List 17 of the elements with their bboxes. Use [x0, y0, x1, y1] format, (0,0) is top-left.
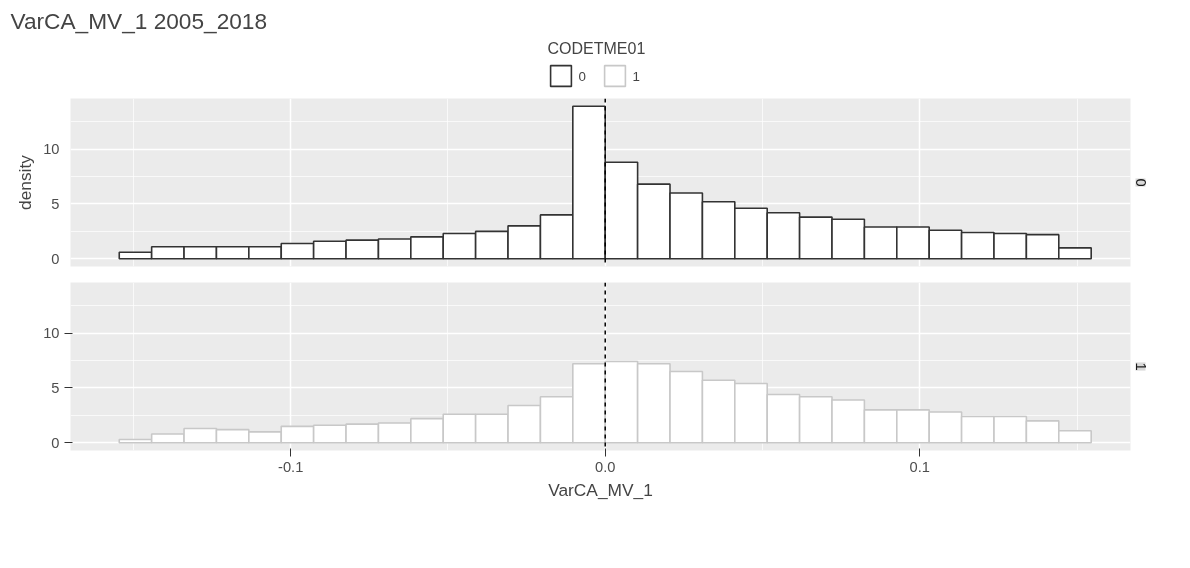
y-tick-label: 10: [43, 325, 60, 342]
y-tick-label: 5: [51, 195, 60, 212]
y-tick-label: 0: [51, 434, 60, 451]
x-tick-label: -0.1: [278, 458, 304, 475]
chart-title: VarCA_MV_1 2005_2018: [10, 7, 268, 34]
x-axis-title: VarCA_MV_1: [548, 479, 653, 500]
text: 0: [1132, 178, 1149, 187]
y-axis-title: density: [15, 154, 36, 210]
legend-label: 0: [578, 68, 587, 83]
text: 1: [1132, 362, 1149, 371]
x-tick-label: 0.0: [595, 458, 616, 475]
y-tick-label: 10: [43, 141, 60, 158]
text: 1: [632, 68, 640, 83]
legend-title: CODETME01: [547, 39, 647, 58]
y-tick-label: 5: [51, 379, 60, 396]
y-tick-label: 0: [51, 250, 60, 267]
x-tick-label: 0.1: [909, 458, 930, 475]
